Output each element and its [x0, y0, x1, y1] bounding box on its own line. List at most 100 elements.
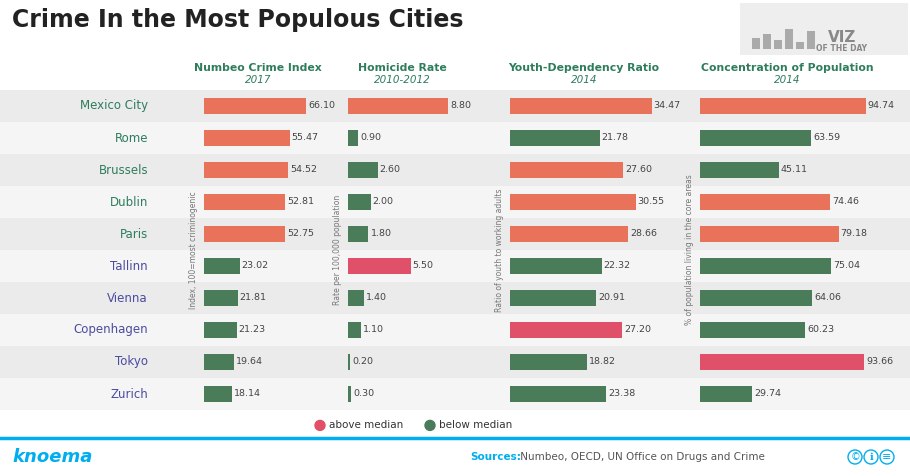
Bar — [204, 290, 238, 307]
Bar — [700, 98, 865, 114]
Bar — [0, 90, 910, 122]
Text: Index, 100=most criminogenic: Index, 100=most criminogenic — [188, 191, 197, 309]
Bar — [700, 162, 779, 178]
Text: 54.52: 54.52 — [290, 166, 317, 175]
Text: ≡: ≡ — [883, 452, 892, 462]
Text: 21.23: 21.23 — [238, 326, 266, 335]
Bar — [700, 290, 812, 307]
Text: Dublin: Dublin — [109, 196, 148, 208]
Text: 18.14: 18.14 — [234, 389, 261, 398]
Text: 60.23: 60.23 — [807, 326, 834, 335]
Bar — [700, 226, 839, 242]
Text: Numbeo Crime Index: Numbeo Crime Index — [194, 63, 322, 73]
Bar — [348, 354, 350, 370]
Bar — [204, 129, 289, 146]
Text: 93.66: 93.66 — [866, 357, 893, 367]
Text: 63.59: 63.59 — [814, 133, 841, 142]
Text: 21.78: 21.78 — [602, 133, 629, 142]
Bar — [348, 98, 448, 114]
Text: Tallinn: Tallinn — [110, 259, 148, 272]
Text: 19.64: 19.64 — [237, 357, 263, 367]
Bar — [204, 354, 234, 370]
Text: 79.18: 79.18 — [841, 229, 867, 238]
Bar — [0, 378, 910, 410]
Bar — [204, 386, 232, 402]
Text: Mexico City: Mexico City — [80, 99, 148, 112]
Text: 2.60: 2.60 — [379, 166, 400, 175]
Bar — [348, 258, 410, 274]
Circle shape — [315, 420, 325, 430]
Text: knoema: knoema — [12, 448, 93, 466]
Text: above median: above median — [329, 420, 403, 430]
Text: 5.50: 5.50 — [412, 261, 433, 270]
Bar — [700, 322, 805, 338]
Bar — [204, 98, 306, 114]
Text: 27.20: 27.20 — [624, 326, 651, 335]
Text: below median: below median — [439, 420, 512, 430]
Text: OF THE DAY: OF THE DAY — [816, 44, 867, 53]
Text: 20.91: 20.91 — [598, 294, 625, 303]
Bar — [348, 194, 370, 210]
Bar — [204, 322, 237, 338]
Text: 55.47: 55.47 — [291, 133, 318, 142]
Bar — [0, 346, 910, 378]
Text: Vienna: Vienna — [107, 291, 148, 305]
Bar — [348, 129, 359, 146]
Text: 27.60: 27.60 — [625, 166, 652, 175]
Text: 52.75: 52.75 — [288, 229, 314, 238]
Bar — [204, 194, 286, 210]
Text: Crime In the Most Populous Cities: Crime In the Most Populous Cities — [12, 8, 463, 32]
Text: Zurich: Zurich — [110, 387, 148, 400]
Bar — [0, 250, 910, 282]
Text: 29.74: 29.74 — [754, 389, 781, 398]
Bar — [700, 194, 830, 210]
Text: 45.11: 45.11 — [781, 166, 808, 175]
Text: 1.80: 1.80 — [370, 229, 391, 238]
Bar — [700, 354, 864, 370]
Text: 64.06: 64.06 — [814, 294, 841, 303]
Text: 2010-2012: 2010-2012 — [374, 75, 430, 85]
Bar — [700, 129, 812, 146]
Text: 0.20: 0.20 — [352, 357, 373, 367]
Text: Homicide Rate: Homicide Rate — [358, 63, 447, 73]
Bar — [348, 322, 360, 338]
Text: 23.38: 23.38 — [608, 389, 635, 398]
Text: Paris: Paris — [120, 228, 148, 240]
Text: 0.30: 0.30 — [353, 389, 375, 398]
Bar — [700, 386, 752, 402]
Bar — [348, 386, 351, 402]
Bar — [0, 438, 910, 476]
Bar — [0, 218, 910, 250]
Text: 30.55: 30.55 — [638, 198, 664, 207]
Text: VIZ: VIZ — [828, 30, 856, 45]
Bar — [0, 154, 910, 186]
Bar — [510, 386, 606, 402]
Bar — [700, 258, 832, 274]
Bar — [0, 122, 910, 154]
Text: 28.66: 28.66 — [630, 229, 657, 238]
Bar — [510, 98, 652, 114]
Text: Copenhagen: Copenhagen — [74, 324, 148, 337]
Bar — [510, 258, 602, 274]
Text: Ratio of youth to working adults: Ratio of youth to working adults — [494, 188, 503, 312]
Text: Sources:: Sources: — [470, 452, 521, 462]
Bar — [807, 31, 815, 49]
Bar — [752, 38, 760, 49]
Text: 2014: 2014 — [774, 75, 800, 85]
Bar — [204, 226, 286, 242]
Text: 52.81: 52.81 — [288, 198, 315, 207]
Text: 34.47: 34.47 — [653, 101, 681, 110]
Text: 18.82: 18.82 — [590, 357, 616, 367]
Text: Tokyo: Tokyo — [115, 356, 148, 368]
Text: 8.80: 8.80 — [450, 101, 471, 110]
Text: Rome: Rome — [115, 131, 148, 145]
Text: 94.74: 94.74 — [868, 101, 895, 110]
Text: 1.40: 1.40 — [366, 294, 387, 303]
Text: ©: © — [850, 452, 860, 462]
Bar — [204, 162, 288, 178]
Bar — [0, 282, 910, 314]
Circle shape — [425, 420, 435, 430]
Bar — [510, 194, 635, 210]
Bar — [0, 314, 910, 346]
Text: 1.10: 1.10 — [362, 326, 383, 335]
